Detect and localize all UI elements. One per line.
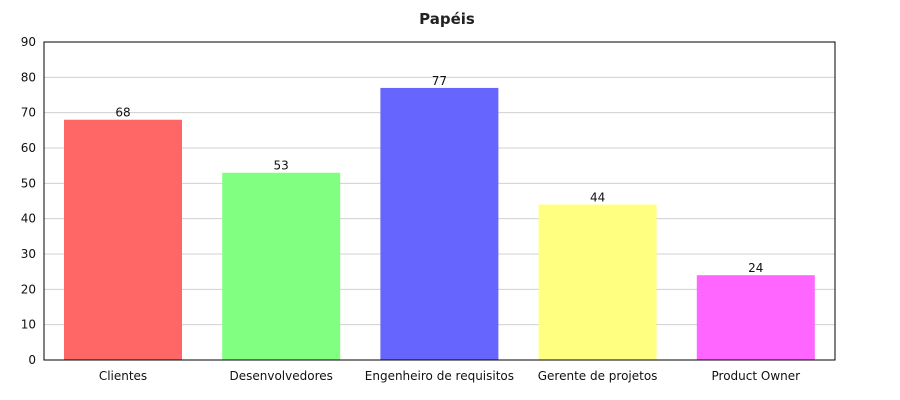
- y-tick-label: 40: [21, 212, 36, 226]
- x-tick-label: Desenvolvedores: [230, 369, 333, 383]
- y-tick-label: 20: [21, 282, 36, 296]
- x-axis-ticks: Clientes Desenvolvedores Engenheiro de req…: [99, 369, 800, 383]
- bar-product-owner: [696, 275, 815, 360]
- data-label: 24: [748, 261, 763, 275]
- x-tick-label: Product Owner: [712, 369, 801, 383]
- bar-clientes: [64, 119, 182, 360]
- x-tick-label: Clientes: [99, 369, 147, 383]
- bar-gerente-de-projetos: [538, 204, 657, 360]
- x-tick-label: Gerente de projetos: [538, 369, 658, 383]
- data-label: 68: [115, 106, 130, 120]
- y-tick-label: 50: [21, 176, 36, 190]
- y-tick-label: 80: [21, 70, 36, 84]
- y-tick-label: 90: [21, 35, 36, 49]
- bar-desenvolvedores: [222, 172, 341, 360]
- data-label: 53: [274, 159, 289, 173]
- data-labels: 68 53 77 44 24: [115, 74, 763, 275]
- y-tick-label: 0: [28, 353, 36, 367]
- data-label: 77: [432, 74, 447, 88]
- chart-title: Papéis: [419, 10, 475, 28]
- y-tick-label: 30: [21, 247, 36, 261]
- bars: [64, 87, 815, 360]
- y-tick-label: 10: [21, 318, 36, 332]
- plot-area-border: [43, 41, 836, 361]
- y-tick-label: 70: [21, 106, 36, 120]
- bar-engenheiro-de-requisitos: [380, 87, 499, 360]
- y-axis-ticks: 0 10 20 30 40 50 60 70 80 90: [21, 35, 36, 367]
- y-tick-label: 60: [21, 141, 36, 155]
- data-label: 44: [590, 191, 605, 205]
- x-tick-label: Engenheiro de requisitos: [365, 369, 514, 383]
